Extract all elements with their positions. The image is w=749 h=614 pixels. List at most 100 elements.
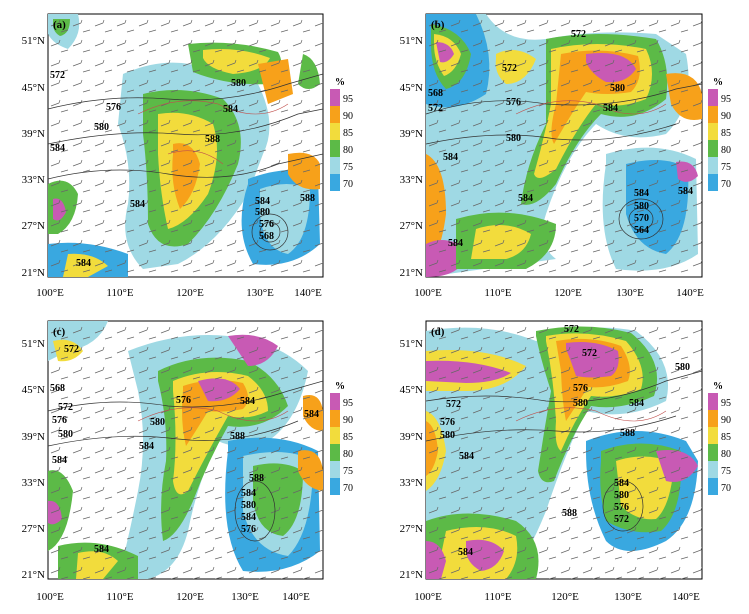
contour-label: 584 xyxy=(130,199,145,210)
panel-a-label: (a) xyxy=(53,19,66,31)
x-tick-label: 110°E xyxy=(106,591,133,603)
x-tick-label: 100°E xyxy=(36,287,64,299)
legend-unit: % xyxy=(713,77,723,88)
contour-label: 576 xyxy=(573,383,588,394)
legend-d: % 95 90 85 80 75 70 xyxy=(708,381,731,495)
y-tick-label: 27°N xyxy=(22,523,45,535)
x-tick-label: 130°E xyxy=(231,591,259,603)
legend-swatch-90 xyxy=(330,410,340,427)
legend-swatch-95 xyxy=(708,393,718,410)
panel-d-boundaries xyxy=(515,407,667,422)
x-tick-label: 100°E xyxy=(414,591,442,603)
y-tick-label: 45°N xyxy=(400,82,423,94)
legend-level: 90 xyxy=(721,111,731,122)
contour-label: 576 xyxy=(176,395,191,406)
contour-label: 584 xyxy=(629,398,644,409)
contour-label: 584 xyxy=(241,512,256,523)
x-tick-label: 140°E xyxy=(282,591,310,603)
legend-level: 85 xyxy=(721,432,731,443)
contour-label: 572 xyxy=(50,70,65,81)
contour-label: 572 xyxy=(614,514,629,525)
legend-level: 95 xyxy=(343,398,353,409)
panel-a-boundaries xyxy=(137,100,289,165)
panel-c-wind-vectors xyxy=(48,321,323,579)
legend-level: 80 xyxy=(343,145,353,156)
panel-b-contour-labels: 572 572 568 572 576 580 584 580 584 584 … xyxy=(428,29,693,236)
y-tick-label: 39°N xyxy=(400,431,423,443)
legend-level: 70 xyxy=(343,179,353,190)
contour-label: 580 xyxy=(150,417,165,428)
y-tick-label: 51°N xyxy=(400,35,423,47)
contour-label: 568 xyxy=(428,88,443,99)
panel-a-height-contours xyxy=(47,73,324,251)
x-tick-label: 130°E xyxy=(614,591,642,603)
contour-label: 564 xyxy=(634,225,649,236)
legend-a: % 95 90 85 80 75 70 xyxy=(330,77,353,191)
x-tick-label: 120°E xyxy=(554,287,582,299)
legend-level: 80 xyxy=(343,449,353,460)
contour-label: 572 xyxy=(446,399,461,410)
y-tick-label: 33°N xyxy=(22,477,45,489)
contour-label: 588 xyxy=(205,134,220,145)
panel-b-label: (b) xyxy=(431,19,445,31)
contour-label: 588 xyxy=(300,193,315,204)
contour-label: 576 xyxy=(614,502,629,513)
y-tick-label: 33°N xyxy=(400,174,423,186)
panel-c-boundaries xyxy=(137,407,289,422)
contour-label: 584 xyxy=(603,103,618,114)
contour-label: 572 xyxy=(564,324,579,335)
legend-swatch-70 xyxy=(330,478,340,495)
legend-b: % 95 90 85 80 75 70 xyxy=(708,77,731,191)
panel-c-label: (c) xyxy=(53,326,66,338)
contour-label: 572 xyxy=(428,103,443,114)
contour-label: 584 xyxy=(241,488,256,499)
panel-d-contour-labels: 572 572 580 576 580 572 576 580 584 584 … xyxy=(440,324,690,558)
x-tick-label: 140°E xyxy=(672,591,700,603)
legend-swatch-90 xyxy=(330,106,340,123)
legend-level: 90 xyxy=(343,415,353,426)
contour-label: 580 xyxy=(506,133,521,144)
legend-swatch-90 xyxy=(708,106,718,123)
y-tick-label: 51°N xyxy=(22,35,45,47)
contour-label: 580 xyxy=(440,430,455,441)
legend-swatch-75 xyxy=(708,461,718,478)
y-tick-label: 39°N xyxy=(22,431,45,443)
contour-label: 576 xyxy=(259,219,274,230)
y-tick-label: 45°N xyxy=(400,384,423,396)
legend-swatch-95 xyxy=(330,89,340,106)
legend-level: 75 xyxy=(343,162,353,173)
contour-label: 588 xyxy=(562,508,577,519)
y-tick-label: 27°N xyxy=(400,523,423,535)
legend-level: 95 xyxy=(721,398,731,409)
y-tick-label: 21°N xyxy=(400,267,423,279)
contour-label: 584 xyxy=(240,396,255,407)
contour-label: 576 xyxy=(52,415,67,426)
contour-label: 570 xyxy=(634,213,649,224)
panel-b-height-contours xyxy=(425,83,703,240)
contour-label: 584 xyxy=(52,455,67,466)
y-tick-label: 51°N xyxy=(22,338,45,350)
legend-swatch-80 xyxy=(330,444,340,461)
x-tick-label: 140°E xyxy=(676,287,704,299)
contour-label: 584 xyxy=(304,409,319,420)
contour-label: 572 xyxy=(58,402,73,413)
legend-level: 70 xyxy=(343,483,353,494)
contour-label: 588 xyxy=(230,431,245,442)
y-tick-label: 21°N xyxy=(400,569,423,581)
contour-label: 572 xyxy=(64,344,79,355)
y-axis-labels: 51°N 45°N 39°N 33°N 27°N 21°N 51°N 45°N … xyxy=(22,35,423,581)
panel-a: (a) 572 576 580 584 580 588 584 584 580 … xyxy=(47,13,324,278)
x-tick-label: 130°E xyxy=(616,287,644,299)
y-tick-label: 33°N xyxy=(400,477,423,489)
y-tick-label: 21°N xyxy=(22,569,45,581)
legend-level: 75 xyxy=(343,466,353,477)
contour-label: 584 xyxy=(223,104,238,115)
contour-label: 576 xyxy=(440,417,455,428)
y-tick-label: 33°N xyxy=(22,174,45,186)
contour-label: 572 xyxy=(502,63,517,74)
legend-swatch-75 xyxy=(330,157,340,174)
contour-label: 584 xyxy=(614,478,629,489)
legend-level: 70 xyxy=(721,483,731,494)
panel-a-wind-vectors xyxy=(48,14,323,277)
x-tick-label: 100°E xyxy=(414,287,442,299)
